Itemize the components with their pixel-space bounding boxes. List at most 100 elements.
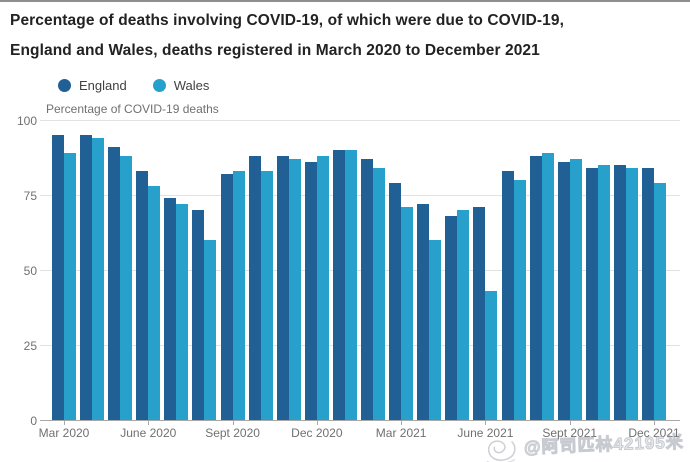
bar-wales-sept-2021[interactable] (569, 159, 582, 420)
bar-wales-mar-2020[interactable] (64, 153, 76, 420)
bar-england-sept-2020[interactable] (220, 174, 233, 420)
chart-title-line-2: England and Wales, deaths registered in … (10, 42, 540, 59)
bar-wales-apr-2020[interactable] (92, 138, 105, 420)
x-tick-label-dec-2021: Dec 2021 (628, 426, 680, 440)
bar-group-nov-2020 (276, 120, 301, 420)
bar-group-may-2020 (108, 120, 133, 420)
x-tick-mar-2020 (64, 420, 65, 425)
bar-group-sept-2021 (557, 120, 582, 420)
legend-item-wales[interactable]: Wales (152, 78, 210, 93)
bar-england-apr-2021[interactable] (417, 204, 430, 420)
x-tick-label-june-2020: June 2020 (120, 426, 177, 440)
bar-wales-oct-2021[interactable] (597, 165, 610, 420)
y-axis-title: Percentage of COVID-19 deaths (46, 102, 219, 116)
bar-england-mar-2020[interactable] (52, 135, 64, 420)
legend-item-england[interactable]: England (58, 78, 127, 93)
bar-england-jan-2021[interactable] (332, 150, 345, 420)
gridline-0 (40, 420, 680, 421)
bar-england-nov-2020[interactable] (276, 156, 289, 420)
bar-england-june-2020[interactable] (136, 171, 149, 420)
y-tick-label-0: 0 (30, 413, 37, 428)
bar-wales-sept-2020[interactable] (232, 171, 245, 420)
bar-england-july-2020[interactable] (164, 198, 177, 420)
bar-england-july-2021[interactable] (501, 171, 514, 420)
x-tick-dec-2020 (316, 420, 318, 425)
bar-wales-dec-2020[interactable] (316, 156, 329, 420)
bar-group-dec-2021 (641, 120, 666, 420)
bar-wales-feb-2021[interactable] (373, 168, 386, 420)
bar-england-sept-2021[interactable] (557, 162, 570, 420)
x-tick-sept-2021 (569, 420, 571, 425)
bar-wales-mar-2021[interactable] (401, 207, 414, 420)
y-tick-label-25: 25 (23, 338, 37, 353)
bar-england-oct-2020[interactable] (248, 156, 261, 420)
bar-wales-july-2021[interactable] (513, 180, 526, 420)
legend-label-england: England (79, 78, 127, 93)
bar-wales-oct-2020[interactable] (260, 171, 273, 420)
bar-england-dec-2021[interactable] (641, 168, 654, 420)
x-tick-label-sept-2020: Sept 2020 (205, 426, 260, 440)
bar-england-aug-2021[interactable] (529, 156, 542, 420)
chart-title: Percentage of deaths involving COVID-19,… (10, 6, 682, 66)
gridline-25 (40, 345, 680, 346)
bar-group-dec-2020 (304, 120, 329, 420)
bar-england-aug-2020[interactable] (192, 210, 205, 420)
bar-wales-may-2020[interactable] (120, 156, 133, 420)
bar-group-nov-2021 (613, 120, 638, 420)
bar-england-oct-2021[interactable] (585, 168, 598, 420)
x-tick-dec-2021 (654, 420, 655, 425)
bar-group-oct-2020 (248, 120, 273, 420)
x-tick-label-mar-2020: Mar 2020 (38, 426, 90, 440)
gridline-75 (40, 195, 680, 196)
bar-england-nov-2021[interactable] (613, 165, 626, 420)
bar-england-june-2021[interactable] (473, 207, 486, 420)
bar-wales-apr-2021[interactable] (429, 240, 442, 420)
bar-group-sept-2020 (220, 120, 245, 420)
y-tick-label-75: 75 (23, 188, 37, 203)
bar-group-may-2021 (445, 120, 470, 420)
gridline-100 (40, 120, 680, 121)
legend: England Wales (58, 78, 209, 93)
bar-group-july-2020 (164, 120, 189, 420)
bar-wales-aug-2020[interactable] (204, 240, 217, 420)
bar-england-mar-2021[interactable] (389, 183, 402, 420)
bar-wales-aug-2021[interactable] (541, 153, 554, 420)
x-tick-label-mar-2021: Mar 2021 (375, 426, 427, 440)
bar-wales-dec-2021[interactable] (653, 183, 666, 420)
x-tick-mar-2021 (401, 420, 403, 425)
bar-wales-jan-2021[interactable] (344, 150, 357, 420)
bar-group-feb-2021 (361, 120, 386, 420)
bar-england-may-2021[interactable] (445, 216, 458, 420)
bar-group-aug-2021 (529, 120, 554, 420)
bar-england-apr-2020[interactable] (80, 135, 93, 420)
bar-wales-nov-2020[interactable] (288, 159, 301, 420)
chart-title-line-1: Percentage of deaths involving COVID-19,… (10, 12, 565, 29)
x-tick-label-sept-2021: Sept 2021 (542, 426, 598, 440)
bar-wales-june-2020[interactable] (148, 186, 161, 420)
gridline-50 (40, 270, 680, 271)
legend-label-wales: Wales (173, 78, 210, 93)
wales-swatch-icon (152, 79, 166, 92)
bar-wales-may-2021[interactable] (457, 210, 470, 420)
bar-group-june-2021 (473, 120, 498, 420)
bar-group-jan-2021 (332, 120, 357, 420)
plot-area (52, 120, 666, 420)
x-tick-label-dec-2020: Dec 2020 (291, 426, 343, 440)
bar-england-may-2020[interactable] (108, 147, 121, 420)
y-tick-label-100: 100 (16, 113, 37, 128)
y-tick-label-50: 50 (23, 263, 37, 278)
bar-wales-july-2020[interactable] (176, 204, 189, 420)
x-tick-label-june-2021: June 2021 (457, 426, 514, 440)
x-tick-sept-2020 (232, 420, 234, 425)
bar-group-apr-2020 (80, 120, 105, 420)
england-swatch-icon (58, 79, 71, 92)
bar-group-july-2021 (501, 120, 526, 420)
bar-wales-june-2021[interactable] (485, 291, 498, 420)
bar-england-feb-2021[interactable] (361, 159, 374, 420)
bar-wales-nov-2021[interactable] (625, 168, 638, 420)
bar-england-dec-2020[interactable] (304, 162, 317, 420)
x-tick-june-2020 (148, 420, 150, 425)
bar-group-mar-2020 (52, 120, 76, 420)
bar-group-oct-2021 (585, 120, 610, 420)
bar-group-june-2020 (136, 120, 161, 420)
